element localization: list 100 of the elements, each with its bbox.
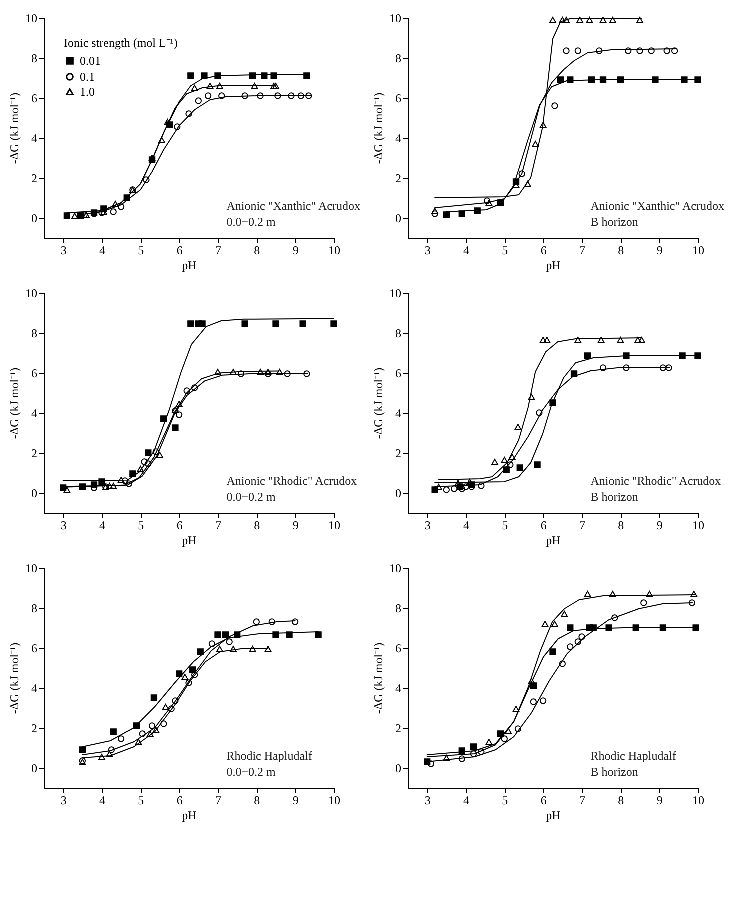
y-tick-label: 2 [32, 172, 38, 186]
x-tick-label: 10 [328, 518, 340, 532]
x-axis-title: pH [546, 808, 562, 822]
y-tick-label: 8 [32, 52, 38, 66]
x-tick-label: 6 [540, 518, 547, 532]
x-tick-label: 9 [656, 794, 663, 808]
y-tick-label: 8 [32, 602, 38, 616]
x-tick-label: 5 [502, 794, 508, 808]
x-tick-label: 4 [100, 518, 106, 532]
y-axis-title: -ΔG (kJ mol⁻¹) [8, 642, 22, 714]
y-tick-label: 4 [32, 132, 38, 146]
x-axis-title: pH [182, 808, 198, 822]
y-tick-label: 0 [32, 762, 38, 776]
x-tick-label: 6 [176, 794, 183, 808]
x-tick-label: 9 [292, 518, 299, 532]
y-tick-label: 10 [26, 12, 38, 26]
x-tick-label: 7 [580, 244, 586, 258]
annotation: B horizon [590, 765, 638, 779]
y-tick-label: 10 [26, 286, 38, 300]
x-axis-title: pH [546, 534, 562, 548]
y-axis-title: -ΔG (kJ mol⁻¹) [372, 368, 386, 440]
y-tick-label: 4 [32, 682, 38, 696]
x-tick-label: 10 [692, 518, 704, 532]
x-tick-label: 3 [60, 518, 67, 532]
x-tick-label: 9 [292, 244, 299, 258]
y-tick-label: 2 [396, 722, 402, 736]
y-tick-label: 6 [32, 642, 38, 656]
annotation: Anionic "Rhodic" Acrudox [226, 474, 358, 488]
annotation: Anionic "Xanthic" Acrudox [590, 199, 724, 213]
y-tick-label: 0 [396, 762, 402, 776]
y-tick-label: 6 [32, 92, 38, 106]
y-tick-label: 4 [396, 682, 402, 696]
y-tick-label: 4 [32, 406, 38, 420]
x-tick-label: 7 [580, 518, 586, 532]
x-tick-label: 10 [692, 244, 704, 258]
y-axis-title: -ΔG (kJ mol⁻¹) [372, 92, 386, 164]
x-tick-label: 6 [540, 794, 547, 808]
y-tick-label: 6 [396, 92, 402, 106]
x-tick-label: 6 [540, 244, 547, 258]
x-tick-label: 7 [580, 794, 586, 808]
x-axis-title: pH [182, 258, 198, 272]
y-tick-label: 8 [32, 326, 38, 340]
y-tick-label: 4 [396, 406, 402, 420]
y-tick-label: 10 [390, 562, 402, 576]
y-tick-label: 6 [396, 366, 402, 380]
x-tick-label: 4 [464, 518, 470, 532]
annotation: Anionic "Xanthic" Acrudox [226, 199, 360, 213]
x-tick-label: 5 [138, 244, 144, 258]
y-tick-label: 10 [26, 562, 38, 576]
x-tick-label: 10 [692, 794, 704, 808]
y-tick-label: 10 [390, 286, 402, 300]
y-tick-label: 10 [390, 12, 402, 26]
x-tick-label: 8 [618, 794, 624, 808]
annotation: Rhodic Hapludalf [590, 749, 676, 763]
x-tick-label: 7 [216, 518, 222, 532]
x-tick-label: 8 [254, 244, 260, 258]
legend-label: 0.1 [80, 70, 95, 84]
x-tick-label: 9 [656, 518, 663, 532]
x-tick-label: 5 [502, 244, 508, 258]
x-axis-title: pH [546, 258, 562, 272]
annotation: B horizon [590, 215, 638, 229]
x-tick-label: 10 [328, 244, 340, 258]
annotation: Rhodic Hapludalf [226, 749, 312, 763]
legend-label: 1.0 [80, 85, 95, 99]
x-tick-label: 10 [328, 794, 340, 808]
annotation: B horizon [590, 490, 638, 504]
y-tick-label: 8 [396, 326, 402, 340]
x-tick-label: 3 [60, 244, 67, 258]
legend-label: 0.01 [80, 54, 101, 68]
x-tick-label: 6 [176, 244, 183, 258]
y-tick-label: 6 [396, 642, 402, 656]
y-tick-label: 6 [32, 366, 38, 380]
y-tick-label: 2 [396, 446, 402, 460]
y-tick-label: 0 [396, 486, 402, 500]
annotation: 0.0−0.2 m [226, 490, 276, 504]
x-tick-label: 4 [464, 244, 470, 258]
x-tick-label: 4 [100, 244, 106, 258]
y-tick-label: 2 [396, 172, 402, 186]
x-tick-label: 7 [216, 244, 222, 258]
x-tick-label: 9 [656, 244, 663, 258]
annotation: Anionic "Rhodic" Acrudox [590, 474, 722, 488]
x-tick-label: 3 [424, 518, 431, 532]
legend-title: Ionic strength (mol L⁻¹) [64, 36, 178, 50]
x-tick-label: 7 [216, 794, 222, 808]
y-tick-label: 0 [396, 212, 402, 226]
x-tick-label: 8 [254, 794, 260, 808]
x-tick-label: 4 [464, 794, 470, 808]
y-tick-label: 2 [32, 446, 38, 460]
x-axis-title: pH [182, 534, 198, 548]
annotation: 0.0−0.2 m [226, 215, 276, 229]
y-tick-label: 0 [32, 212, 38, 226]
y-tick-label: 8 [396, 52, 402, 66]
y-tick-label: 4 [396, 132, 402, 146]
x-tick-label: 8 [254, 518, 260, 532]
x-tick-label: 6 [176, 518, 183, 532]
x-tick-label: 3 [60, 794, 67, 808]
y-axis-title: -ΔG (kJ mol⁻¹) [8, 92, 22, 164]
y-tick-label: 2 [32, 722, 38, 736]
x-tick-label: 9 [292, 794, 299, 808]
y-axis-title: -ΔG (kJ mol⁻¹) [372, 642, 386, 714]
